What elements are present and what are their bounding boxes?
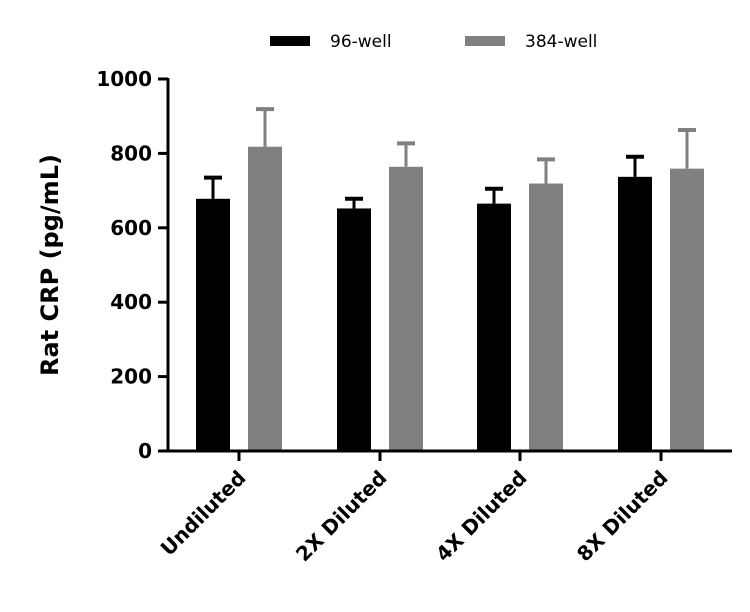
bar-96-well <box>618 176 652 451</box>
bar-384-well <box>529 183 563 452</box>
legend: 96-well 384-well <box>270 32 597 52</box>
bar-96-well <box>196 198 230 451</box>
bar-384-well <box>389 166 423 452</box>
x-tick-label: 4X Diluted <box>431 466 532 567</box>
x-tick-label: 2X Diluted <box>291 466 392 567</box>
bar-384-well <box>670 168 704 452</box>
y-tick-label: 1000 <box>96 67 152 91</box>
x-tick-label: Undiluted <box>156 466 251 561</box>
y-axis-label: Rat CRP (pg/mL) <box>36 154 64 376</box>
y-tick-label: 0 <box>138 439 152 463</box>
legend-label-96-well: 96-well <box>330 32 392 52</box>
bar-96-well <box>477 203 511 451</box>
legend-label-384-well: 384-well <box>525 32 597 52</box>
legend-swatch-384-well <box>465 36 505 46</box>
x-tick-label: 8X Diluted <box>572 466 673 567</box>
y-tick-label: 800 <box>110 141 152 165</box>
bar-96-well <box>337 208 371 451</box>
y-tick-label: 600 <box>110 216 152 240</box>
legend-swatch-96-well <box>270 36 310 46</box>
y-tick-label: 400 <box>110 290 152 314</box>
y-tick-label: 200 <box>110 365 152 389</box>
bar-384-well <box>248 146 282 452</box>
